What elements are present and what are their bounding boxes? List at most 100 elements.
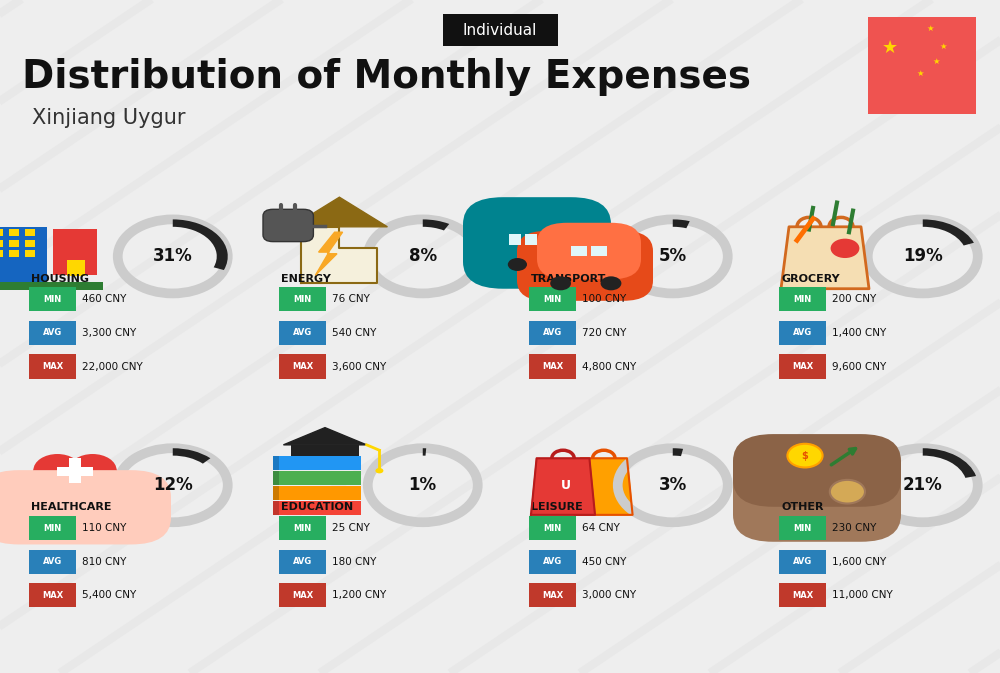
Text: MAX: MAX (792, 362, 813, 371)
FancyBboxPatch shape (273, 471, 361, 485)
Circle shape (831, 239, 859, 258)
Text: ★: ★ (926, 24, 934, 33)
FancyBboxPatch shape (0, 250, 3, 258)
Wedge shape (673, 219, 690, 228)
Text: 11,000 CNY: 11,000 CNY (832, 590, 893, 600)
FancyBboxPatch shape (25, 240, 35, 247)
Text: ★: ★ (916, 69, 924, 78)
Text: ★: ★ (882, 39, 898, 57)
Text: 810 CNY: 810 CNY (82, 557, 126, 567)
FancyBboxPatch shape (29, 516, 76, 540)
FancyBboxPatch shape (0, 227, 47, 286)
FancyBboxPatch shape (0, 282, 103, 290)
FancyBboxPatch shape (29, 321, 76, 345)
Text: 8%: 8% (409, 248, 437, 265)
FancyBboxPatch shape (463, 197, 611, 289)
Text: AVG: AVG (543, 328, 562, 337)
FancyBboxPatch shape (779, 583, 826, 608)
FancyBboxPatch shape (9, 240, 19, 247)
FancyBboxPatch shape (69, 458, 81, 483)
Text: 76 CNY: 76 CNY (332, 294, 370, 304)
Text: ENERGY: ENERGY (281, 274, 331, 283)
Polygon shape (33, 470, 117, 503)
FancyBboxPatch shape (733, 434, 901, 507)
Text: MIN: MIN (543, 295, 562, 304)
Text: MIN: MIN (543, 524, 562, 532)
FancyBboxPatch shape (11, 500, 65, 539)
FancyBboxPatch shape (279, 550, 326, 574)
FancyBboxPatch shape (9, 229, 19, 236)
Text: 100 CNY: 100 CNY (582, 294, 626, 304)
FancyBboxPatch shape (25, 229, 35, 236)
FancyBboxPatch shape (53, 229, 97, 275)
FancyBboxPatch shape (59, 500, 113, 539)
Text: 5%: 5% (659, 248, 687, 265)
Polygon shape (781, 227, 869, 289)
Text: LEISURE: LEISURE (531, 503, 583, 512)
Text: 1,400 CNY: 1,400 CNY (832, 328, 886, 338)
Text: AVG: AVG (43, 328, 62, 337)
Text: MAX: MAX (542, 591, 563, 600)
Text: AVG: AVG (543, 557, 562, 566)
FancyBboxPatch shape (35, 500, 89, 539)
Text: AVG: AVG (793, 557, 812, 566)
FancyBboxPatch shape (779, 550, 826, 574)
Polygon shape (315, 232, 343, 275)
Polygon shape (531, 458, 595, 515)
FancyBboxPatch shape (733, 439, 901, 542)
FancyBboxPatch shape (529, 355, 576, 379)
Text: 22,000 CNY: 22,000 CNY (82, 361, 143, 371)
Text: MIN: MIN (43, 524, 62, 532)
Circle shape (33, 454, 81, 487)
FancyBboxPatch shape (529, 516, 576, 540)
Text: 4,800 CNY: 4,800 CNY (582, 361, 636, 371)
FancyBboxPatch shape (57, 467, 93, 476)
Text: 12%: 12% (153, 476, 193, 494)
Text: 3,300 CNY: 3,300 CNY (82, 328, 136, 338)
Circle shape (69, 454, 117, 487)
Text: MIN: MIN (293, 295, 312, 304)
Text: Xinjiang Uygur: Xinjiang Uygur (32, 108, 186, 128)
Circle shape (550, 277, 571, 290)
FancyBboxPatch shape (279, 516, 326, 540)
FancyBboxPatch shape (779, 287, 826, 312)
Text: 31%: 31% (153, 248, 193, 265)
Text: 110 CNY: 110 CNY (82, 523, 126, 533)
FancyBboxPatch shape (529, 287, 576, 312)
Text: 540 CNY: 540 CNY (332, 328, 376, 338)
Wedge shape (673, 448, 683, 456)
FancyBboxPatch shape (0, 470, 171, 544)
FancyBboxPatch shape (9, 250, 19, 258)
FancyBboxPatch shape (29, 287, 76, 312)
Text: 3,600 CNY: 3,600 CNY (332, 361, 386, 371)
Circle shape (541, 258, 561, 271)
FancyBboxPatch shape (279, 287, 326, 312)
Text: 3,000 CNY: 3,000 CNY (582, 590, 636, 600)
Polygon shape (301, 227, 377, 283)
FancyBboxPatch shape (0, 240, 3, 247)
Text: OTHER: OTHER (781, 503, 824, 512)
FancyBboxPatch shape (537, 223, 641, 279)
Circle shape (601, 277, 621, 290)
Text: HEALTHCARE: HEALTHCARE (31, 503, 112, 512)
Wedge shape (923, 219, 974, 246)
FancyBboxPatch shape (541, 234, 553, 244)
Text: AVG: AVG (43, 557, 62, 566)
FancyBboxPatch shape (517, 231, 653, 301)
Text: AVG: AVG (793, 328, 812, 337)
Wedge shape (923, 448, 976, 478)
FancyBboxPatch shape (29, 550, 76, 574)
FancyBboxPatch shape (263, 209, 313, 242)
FancyBboxPatch shape (67, 260, 85, 276)
Text: HOUSING: HOUSING (31, 274, 89, 283)
Text: 64 CNY: 64 CNY (582, 523, 620, 533)
FancyBboxPatch shape (273, 501, 361, 515)
Text: 200 CNY: 200 CNY (832, 294, 876, 304)
Polygon shape (283, 427, 367, 445)
Text: MIN: MIN (793, 524, 812, 532)
FancyBboxPatch shape (279, 583, 326, 608)
Polygon shape (575, 458, 633, 515)
FancyBboxPatch shape (529, 583, 576, 608)
Text: Distribution of Monthly Expenses: Distribution of Monthly Expenses (22, 59, 751, 96)
Wedge shape (423, 219, 449, 230)
